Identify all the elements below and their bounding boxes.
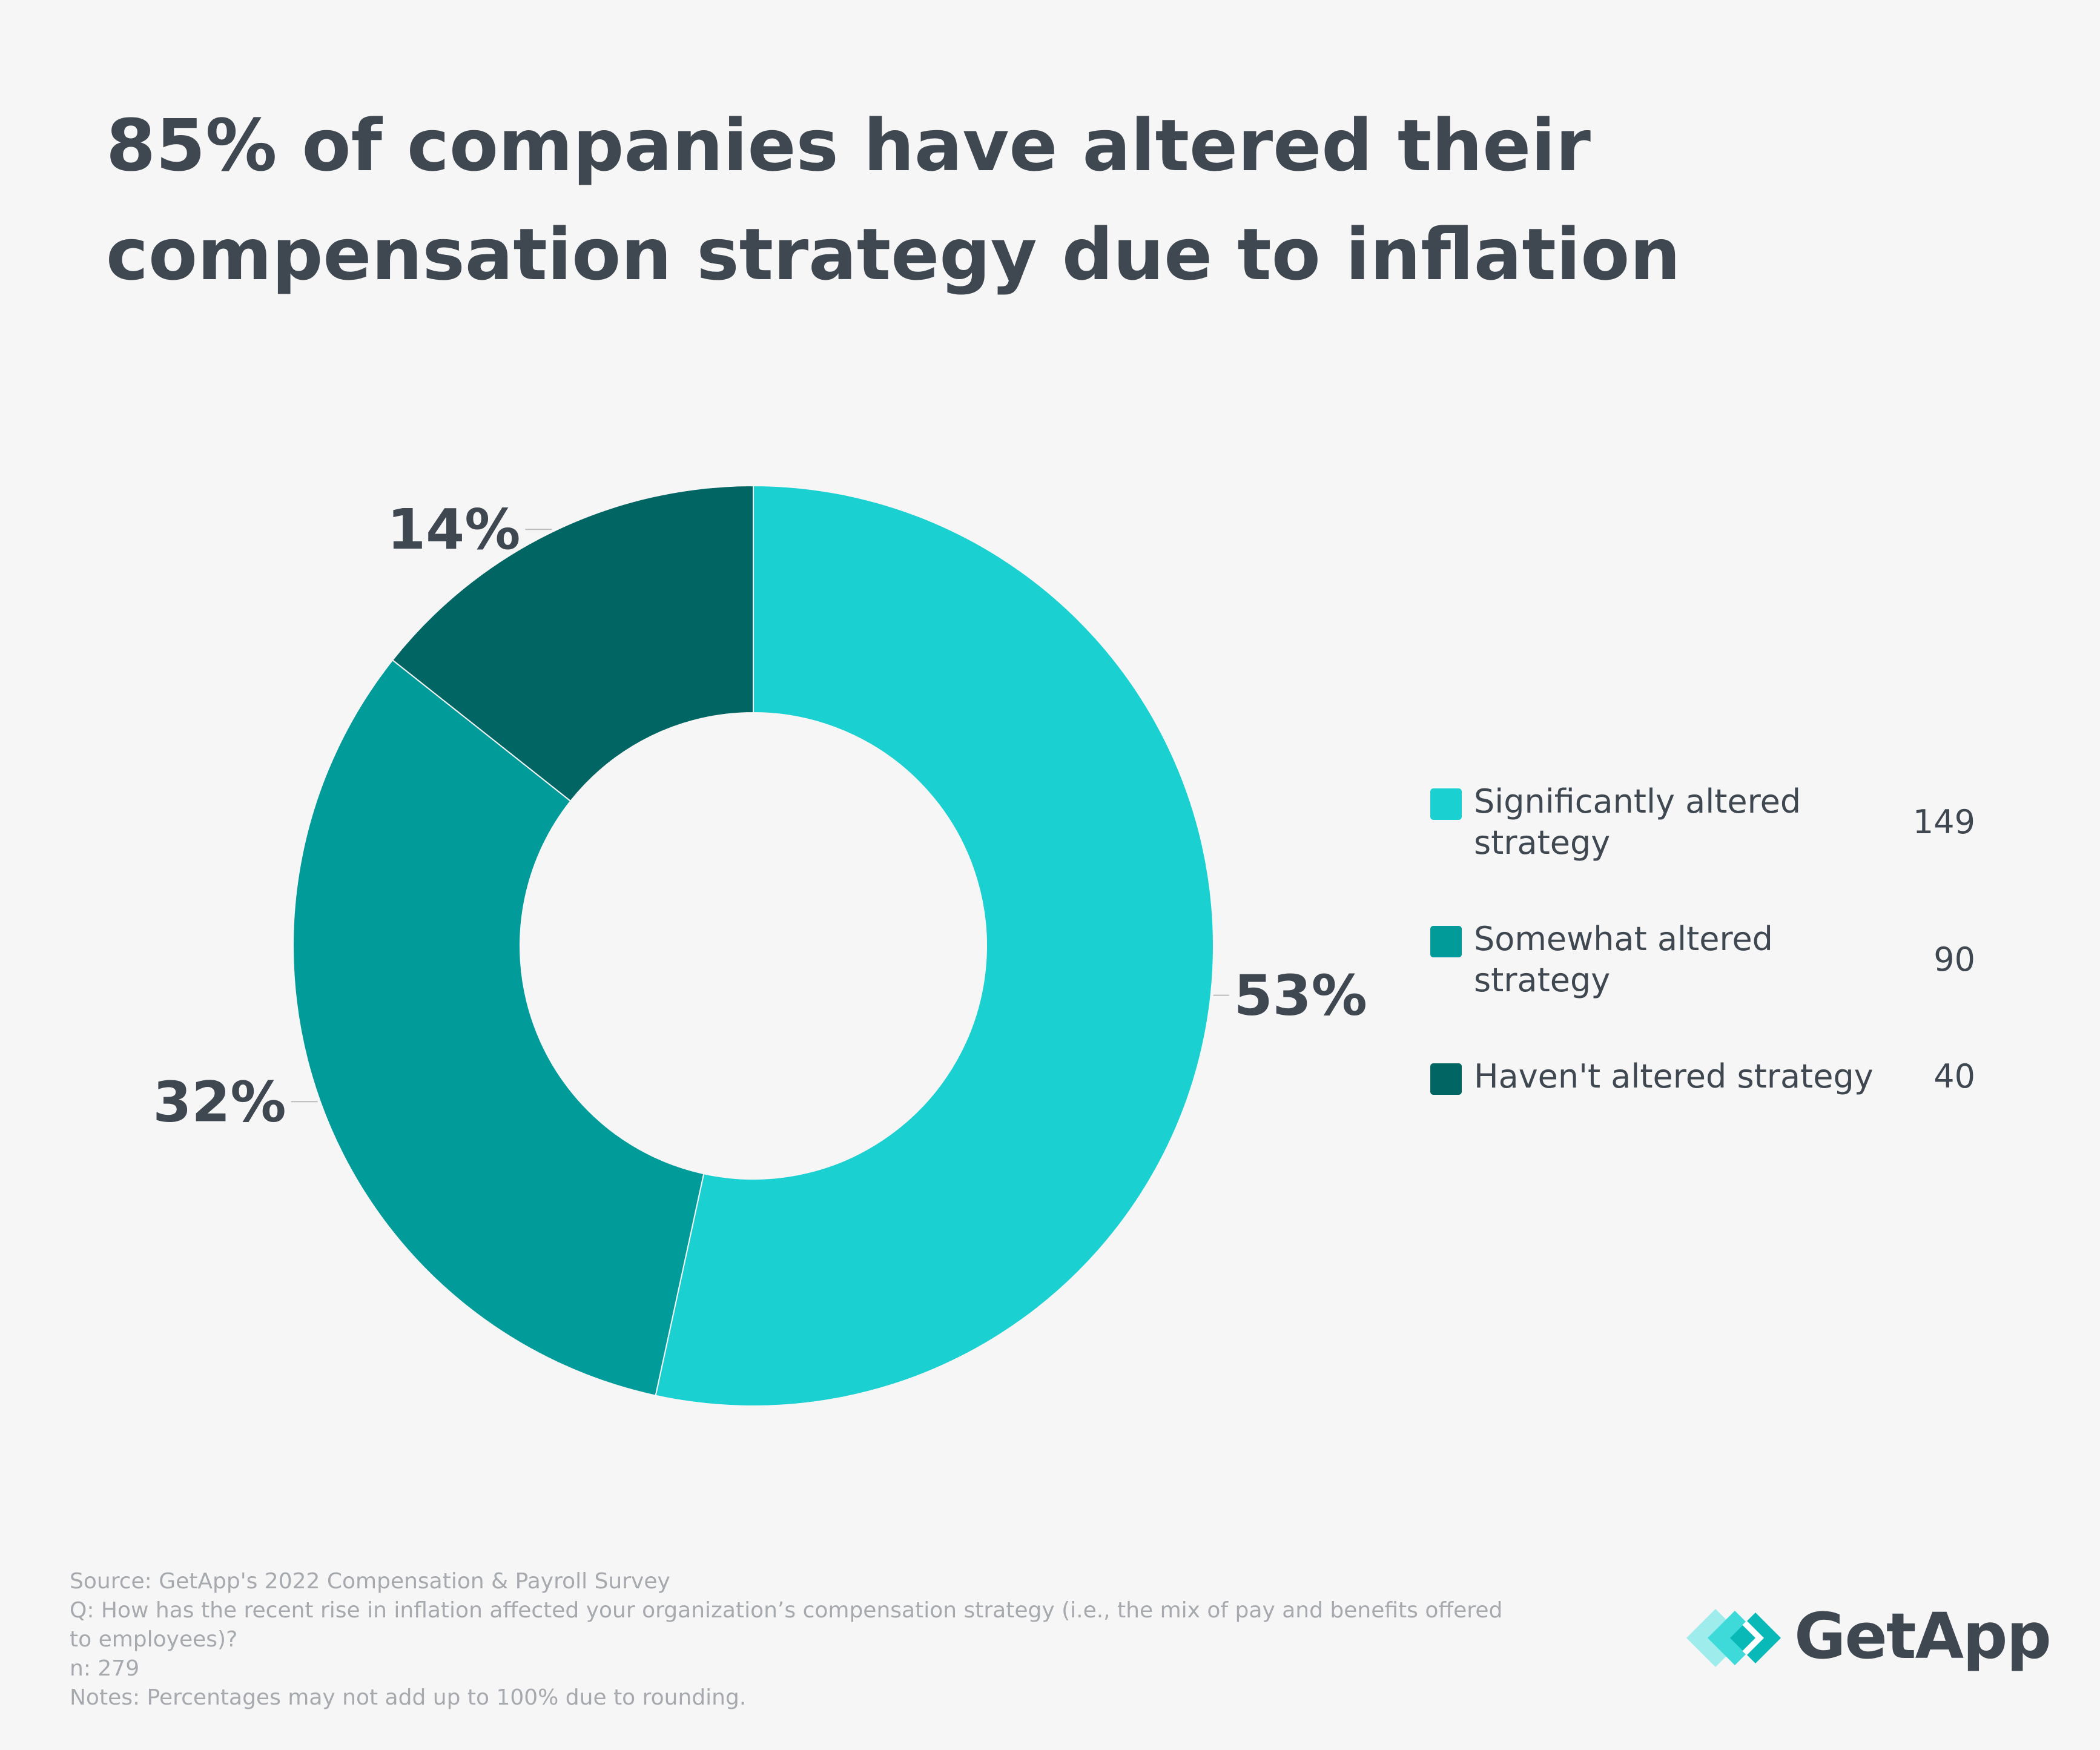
footer-n: n: 279 (70, 1656, 140, 1681)
legend-swatch (1430, 1063, 1462, 1095)
legend-value: 90 (1933, 940, 1975, 979)
legend-label: Haven't altered strategy (1474, 1057, 1874, 1095)
legend-value: 149 (1912, 803, 1975, 841)
legend-swatch (1430, 788, 1462, 820)
getapp-logo: GetApp (1686, 1599, 2052, 1677)
leader-lines (291, 529, 1229, 1103)
legend-label: Significantly altered strategy (1474, 782, 1801, 862)
chart-footer: Source: GetApp's 2022 Compensation & Pay… (70, 1567, 1523, 1712)
chart-title: 85% of companies have altered their comp… (106, 104, 1681, 296)
percent-label: 53% (1234, 963, 1367, 1028)
footer-question: Q: How has the recent rise in inflation … (70, 1598, 1503, 1652)
legend-item-somewhat: Somewhat altered strategy 90 (1430, 919, 1975, 1056)
percent-labels: 53% 32% 14% (153, 497, 1367, 1134)
getapp-logo-icon (1686, 1609, 1781, 1667)
brand-name: GetApp (1794, 1599, 2052, 1673)
legend-swatch (1430, 926, 1462, 957)
legend-item-havent: Haven't altered strategy 40 (1430, 1056, 1975, 1117)
legend-label: Somewhat altered strategy (1474, 920, 1773, 999)
slice-somewhat (292, 659, 705, 1396)
legend-value: 40 (1933, 1057, 1975, 1095)
footer-source: Source: GetApp's 2022 Compensation & Pay… (70, 1569, 670, 1594)
slice-significantly (655, 484, 1214, 1407)
slice-havent (391, 484, 754, 802)
percent-label: 14% (387, 497, 520, 562)
chart-legend: Significantly altered strategy 149 Somew… (1430, 781, 1975, 1117)
legend-item-significantly: Significantly altered strategy 149 (1430, 781, 1975, 919)
percent-label: 32% (153, 1069, 286, 1134)
donut-slices (292, 484, 1214, 1407)
footer-notes: Notes: Percentages may not add up to 100… (70, 1685, 747, 1710)
